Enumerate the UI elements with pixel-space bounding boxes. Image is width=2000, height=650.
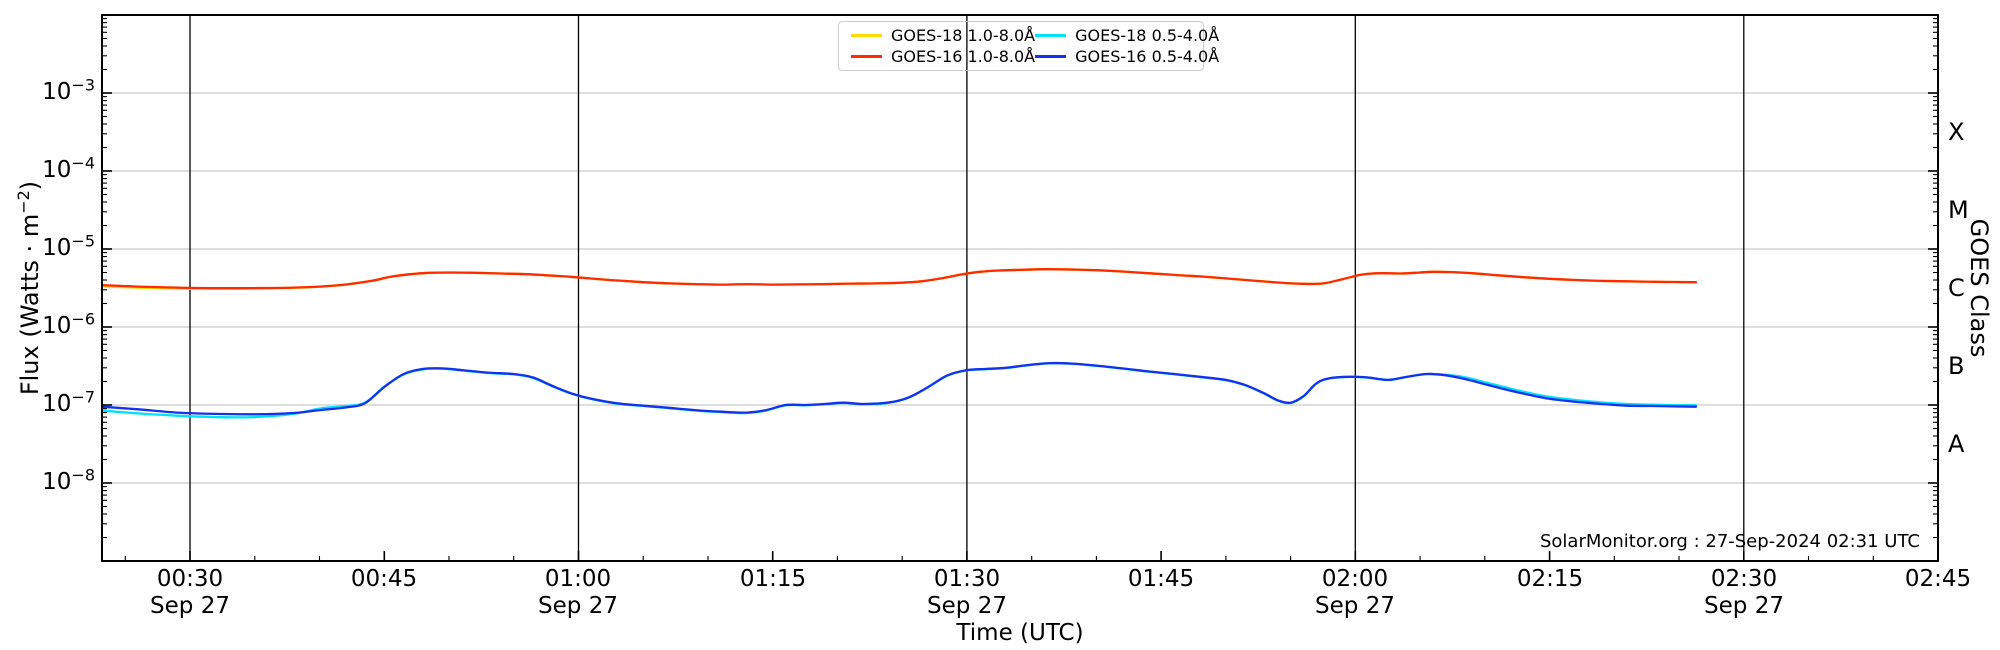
x-tick-date: Sep 27 — [927, 593, 1007, 619]
goes-class-letter: M — [1948, 196, 1969, 224]
x-axis-title: Time (UTC) — [956, 620, 1084, 646]
legend-entry-label: GOES-16 1.0-8.0Å — [891, 46, 1036, 66]
legend-entry-label: GOES-18 0.5-4.0Å — [1075, 25, 1220, 45]
x-tick-label: 02:15 — [1516, 566, 1584, 592]
series-goes-16-1-0-8-0- — [100, 268, 1698, 290]
x-tick-label: 01:15 — [739, 566, 807, 592]
legend-line-swatch — [1035, 34, 1067, 37]
goes-class-letter: B — [1948, 352, 1964, 380]
x-tick-label: 01:00 — [544, 566, 612, 592]
x-tick-date: Sep 27 — [1704, 593, 1784, 619]
y-tick-label: 10−3 — [42, 75, 95, 105]
x-tick-label: 01:45 — [1127, 566, 1195, 592]
x-tick-date: Sep 27 — [538, 593, 618, 619]
x-tick-label: 02:30 — [1710, 566, 1778, 592]
legend-entry: GOES-18 0.5-4.0Å — [1035, 25, 1220, 45]
x-tick-label: 00:30 — [156, 566, 224, 592]
plot-frame — [101, 14, 1939, 562]
y-tick-label: 10−8 — [42, 465, 95, 495]
x-tick-label: 01:30 — [933, 566, 1001, 592]
legend-entry: GOES-16 1.0-8.0Å — [851, 46, 1036, 66]
y-tick-label: 10−5 — [42, 231, 95, 261]
legend-entry: GOES-16 0.5-4.0Å — [1035, 46, 1220, 66]
y2-axis-title: GOES Class — [1965, 218, 1993, 358]
legend-line-swatch — [851, 34, 882, 37]
x-tick-label: 00:45 — [350, 566, 418, 592]
legend-box: GOES-18 1.0-8.0Å GOES-16 1.0-8.0Å GOES-18 … — [838, 21, 1219, 71]
x-tick-label: 02:00 — [1321, 566, 1389, 592]
series-goes-18-0-5-4-0- — [100, 362, 1698, 419]
x-tick-date: Sep 27 — [1315, 593, 1395, 619]
y-axis-title: Flux (Watts · m−2) — [14, 180, 44, 396]
series-goes-16-0-5-4-0- — [100, 361, 1698, 416]
y-tick-label: 10−4 — [42, 153, 95, 183]
goes-class-letter: C — [1948, 274, 1965, 302]
y-tick-label: 10−6 — [42, 309, 95, 339]
x-tick-date: Sep 27 — [150, 593, 230, 619]
x-tick-label: 02:45 — [1904, 566, 1972, 592]
legend-entry-label: GOES-16 0.5-4.0Å — [1075, 46, 1220, 66]
watermark-text: SolarMonitor.org : 27-Sep-2024 02:31 UTC — [1539, 531, 1920, 552]
goes-class-letter: X — [1948, 118, 1964, 146]
legend-line-swatch — [851, 55, 882, 58]
goes-class-letter: A — [1948, 430, 1965, 458]
legend-entry: GOES-18 1.0-8.0Å — [851, 25, 1036, 45]
legend-line-swatch — [1035, 55, 1067, 58]
legend-entry-label: GOES-18 1.0-8.0Å — [891, 25, 1036, 45]
y-tick-label: 10−7 — [42, 387, 95, 417]
